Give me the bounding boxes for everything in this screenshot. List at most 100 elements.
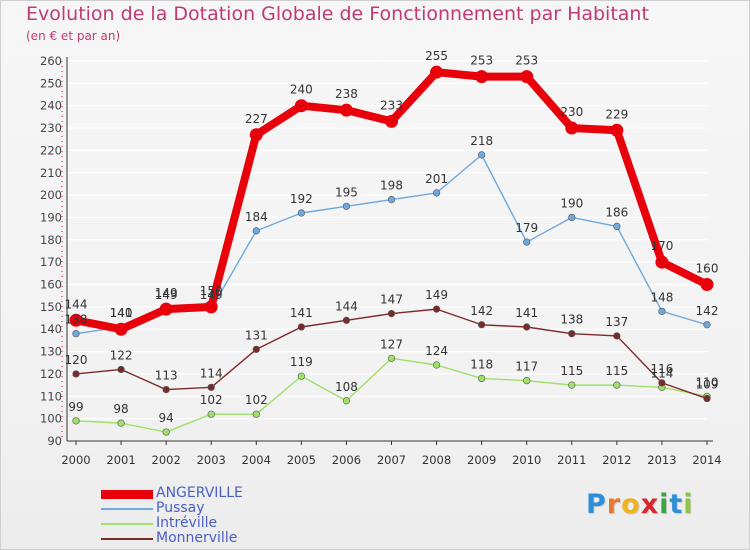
data-label-angerville: 233 [380,98,403,112]
data-point-monnerville [207,383,215,391]
data-label-intreville: 102 [200,393,223,407]
data-point-pussay [703,321,711,329]
data-label-intreville: 119 [290,355,313,369]
y-tick-label: 210 [40,166,62,180]
data-point-angerville [249,128,263,142]
data-label-pussay: 148 [650,290,673,304]
data-point-angerville [339,103,353,117]
data-label-monnerville: 149 [425,288,448,302]
data-point-angerville [565,121,579,135]
y-tick-label: 180 [40,233,62,247]
y-tick-label: 200 [40,188,62,202]
data-label-intreville: 98 [113,402,128,416]
logo-letter: o [621,489,641,520]
data-point-intreville [523,377,531,385]
legend-label-pussay: Pussay [156,500,205,516]
legend-swatch-pussay [101,508,153,510]
x-tick-label: 2007 [377,453,406,467]
data-label-monnerville: 147 [380,293,403,307]
data-point-intreville [252,410,260,418]
data-point-intreville [72,417,80,425]
data-point-monnerville [117,365,125,374]
data-point-monnerville [252,345,260,353]
data-point-angerville [204,300,218,314]
data-label-monnerville: 144 [335,299,358,313]
data-label-monnerville: 142 [470,304,493,318]
data-point-intreville [387,354,396,362]
data-point-intreville [432,361,441,369]
data-label-intreville: 110 [696,375,719,389]
chart-subtitle: (en € et par an) [26,29,121,43]
data-point-pussay [252,227,260,235]
data-label-pussay: 149 [200,288,223,302]
data-label-angerville: 144 [65,297,88,311]
data-point-monnerville [342,316,351,324]
data-label-monnerville: 131 [245,328,268,342]
logo-letter: P [586,489,607,520]
data-point-monnerville [703,394,711,403]
x-tick-label: 2012 [602,453,631,467]
x-tick-label: 2014 [692,453,721,467]
data-label-monnerville: 141 [515,306,538,320]
data-label-pussay: 195 [335,185,358,199]
data-point-pussay [342,202,351,210]
x-tick-label: 2011 [557,453,586,467]
data-label-angerville: 149 [155,286,178,300]
data-label-angerville: 229 [605,107,628,121]
data-label-intreville: 118 [470,357,493,371]
data-point-monnerville [523,323,531,331]
data-point-pussay [72,330,80,338]
chart-title: Evolution de la Dotation Globale de Fonc… [26,3,649,25]
data-point-angerville [114,322,128,336]
data-point-monnerville [613,332,621,340]
data-label-monnerville: 137 [605,315,628,329]
data-point-intreville [162,428,170,436]
data-label-intreville: 117 [515,360,538,374]
data-label-angerville: 253 [515,54,538,68]
data-label-angerville: 230 [560,105,583,119]
data-point-pussay [387,195,396,204]
legend-label-intreville: Intréville [156,515,218,531]
y-tick-label: 250 [40,76,62,90]
data-point-intreville [117,419,125,427]
data-label-monnerville: 113 [155,369,178,383]
data-label-angerville: 160 [696,262,719,276]
legend-label-angerville: ANGERVILLE [156,485,243,501]
data-point-angerville [159,302,173,316]
data-label-intreville: 108 [335,380,358,394]
data-label-monnerville: 114 [200,366,223,380]
y-tick-label: 130 [40,345,62,359]
legend-swatch-intreville [101,523,153,525]
data-point-monnerville [658,379,666,387]
data-label-angerville: 170 [650,239,673,253]
data-label-angerville: 240 [290,83,313,97]
data-point-angerville [385,114,398,128]
data-label-angerville: 227 [245,112,268,126]
data-point-angerville [294,99,308,113]
data-label-pussay: 179 [515,221,538,235]
data-point-angerville [700,278,714,292]
data-label-angerville: 150 [200,284,223,298]
y-tick-label: 230 [40,121,62,135]
data-label-pussay: 198 [380,179,403,193]
data-label-intreville: 94 [159,411,174,425]
logo-letter: r [606,489,622,520]
y-tick-label: 220 [40,143,62,157]
data-point-angerville [430,65,444,79]
legend-swatch-angerville [101,489,153,499]
x-tick-label: 2009 [467,453,496,467]
y-tick-label: 260 [40,54,62,68]
data-label-pussay: 149 [155,288,178,302]
data-label-pussay: 192 [290,192,313,206]
x-tick-label: 2000 [61,453,90,467]
data-point-monnerville [297,323,305,331]
data-label-angerville: 238 [335,87,358,101]
data-point-intreville [478,374,486,383]
x-tick-label: 2005 [287,453,316,467]
x-tick-label: 2006 [332,453,361,467]
x-tick-label: 2001 [106,453,135,467]
data-point-monnerville [387,309,396,318]
data-point-monnerville [568,330,576,338]
data-label-monnerville: 138 [560,313,583,327]
